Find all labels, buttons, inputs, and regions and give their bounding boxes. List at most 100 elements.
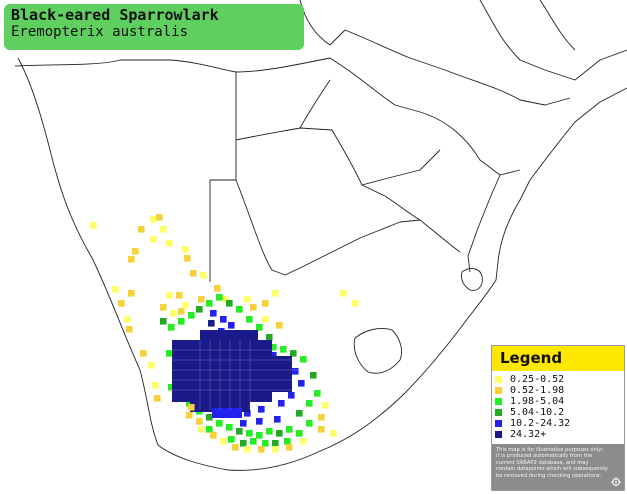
distribution-cell	[156, 214, 163, 221]
distribution-cell	[186, 412, 193, 419]
distribution-cell	[124, 316, 131, 323]
distribution-cell	[296, 410, 303, 417]
legend-label: 10.2-24.32	[510, 418, 571, 429]
distribution-cell	[166, 240, 173, 247]
distribution-cell	[150, 236, 157, 243]
distribution-cell	[310, 372, 317, 379]
distribution-cell	[176, 292, 183, 299]
legend-items: 0.25-0.52 0.52-1.98 1.98-5.04 5.04-10.2 10.2…	[494, 374, 570, 440]
distribution-cell	[306, 400, 313, 407]
distribution-cell	[160, 226, 167, 233]
distribution-cell	[314, 390, 321, 397]
distribution-cell	[150, 216, 157, 223]
legend-swatch	[495, 420, 502, 427]
distribution-cell	[206, 414, 213, 421]
legend-swatch	[495, 431, 502, 438]
distribution-cell	[210, 310, 217, 317]
distribution-cell	[300, 356, 307, 363]
distribution-cell	[170, 310, 177, 317]
distribution-cell	[290, 350, 297, 357]
distribution-cell	[140, 350, 147, 357]
legend-item: 10.2-24.32	[494, 418, 570, 429]
distribution-cell	[188, 404, 195, 411]
distribution-cell	[340, 290, 347, 297]
distribution-cell	[318, 426, 325, 433]
distribution-cell	[262, 356, 292, 392]
distribution-cell	[292, 368, 299, 375]
distribution-cell	[166, 292, 173, 299]
legend-label: 1.98-5.04	[510, 396, 565, 407]
distribution-cell	[236, 306, 243, 313]
distribution-cell	[216, 420, 223, 427]
distribution-cell	[250, 438, 257, 445]
border-internal-2	[361, 149, 441, 186]
border-botswana	[235, 127, 461, 253]
distribution-cell	[90, 222, 97, 229]
distribution-cell	[198, 296, 205, 303]
border-north-2	[299, 0, 346, 46]
distribution-cell	[262, 300, 269, 307]
distribution-cell	[250, 304, 257, 311]
distribution-cell	[212, 408, 242, 418]
coastline	[17, 57, 627, 471]
distribution-cell	[232, 444, 239, 451]
distribution-cell	[226, 424, 233, 431]
distribution-cell	[184, 255, 191, 262]
distribution-cell	[126, 326, 133, 333]
distribution-cell	[276, 430, 283, 437]
species-common-name: Black-eared Sparrowlark	[11, 6, 219, 24]
distribution-cell	[128, 256, 135, 263]
border-namibia	[209, 72, 237, 282]
distribution-cell	[186, 400, 193, 407]
legend-label: 0.25-0.52	[510, 374, 565, 385]
border-lesotho	[353, 327, 403, 374]
distribution-cell	[306, 420, 313, 427]
distribution-cell	[188, 312, 195, 319]
distribution-cell	[240, 420, 247, 427]
distribution-cell	[160, 304, 167, 311]
distribution-cell	[286, 426, 293, 433]
distribution-cell	[300, 438, 307, 445]
distribution-cell	[274, 416, 281, 423]
border-zimbabwe	[419, 111, 521, 176]
border-sa-botswana	[235, 179, 421, 276]
distribution-cell	[226, 300, 233, 307]
legend-title: Legend	[500, 349, 563, 367]
distribution-cell	[182, 302, 189, 309]
gear-icon[interactable]	[611, 477, 621, 487]
distribution-cell	[228, 436, 235, 443]
distribution-cell	[266, 428, 273, 435]
distribution-cell	[240, 440, 247, 447]
legend-item: 1.98-5.04	[494, 396, 570, 407]
border-north-3	[479, 0, 627, 81]
distribution-cell	[196, 306, 203, 313]
distribution-cell	[256, 432, 263, 439]
legend-item: 24.32+	[494, 429, 570, 440]
legend-item: 0.52-1.98	[494, 385, 570, 396]
distribution-cell	[138, 226, 145, 233]
distribution-cell	[256, 324, 263, 331]
distribution-cell	[214, 285, 221, 292]
distribution-cell	[148, 362, 155, 369]
distribution-cell	[198, 426, 205, 433]
distribution-cell	[208, 320, 215, 327]
distribution-cell	[200, 330, 258, 344]
distribution-cell	[196, 418, 203, 425]
legend-header: Legend	[492, 346, 624, 371]
distribution-cell	[166, 350, 173, 357]
distribution-cell	[154, 395, 161, 402]
distribution-cell	[236, 428, 243, 435]
distribution-cell	[190, 270, 197, 277]
distribution-cell	[168, 324, 175, 331]
distribution-cell	[220, 316, 227, 323]
species-scientific-name: Eremopterix australis	[11, 24, 189, 40]
distribution-cell	[256, 418, 263, 425]
distribution-cell	[288, 392, 295, 399]
distribution-cell	[132, 248, 139, 255]
distribution-cell	[266, 334, 273, 341]
distribution-cell	[228, 322, 235, 329]
distribution-cell	[352, 300, 359, 307]
legend-label: 24.32+	[510, 429, 547, 440]
border-north-1	[344, 29, 571, 106]
distribution-cell	[172, 340, 272, 402]
